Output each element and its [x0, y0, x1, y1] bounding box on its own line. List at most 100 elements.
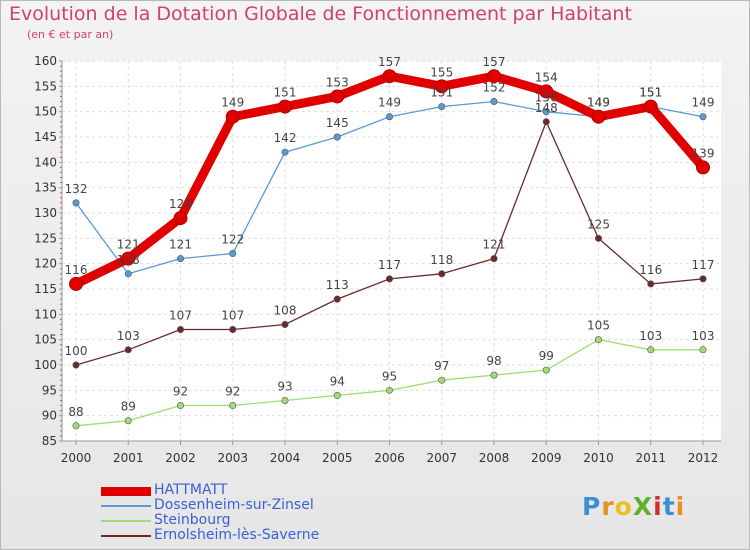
y-tick-label: 135	[34, 181, 57, 195]
y-tick-label: 160	[34, 54, 57, 68]
legend-label: Steinbourg	[154, 512, 231, 528]
data-point	[591, 109, 606, 124]
data-label: 92	[173, 385, 188, 399]
data-label: 103	[639, 329, 662, 343]
data-point	[124, 346, 132, 354]
grid	[62, 60, 721, 442]
x-tick-label: 2012	[688, 451, 719, 465]
data-point	[121, 251, 136, 266]
data-point	[438, 270, 446, 278]
data-label: 149	[587, 96, 610, 110]
data-label: 103	[692, 329, 715, 343]
y-tick-label: 115	[34, 282, 57, 296]
data-label: 97	[434, 359, 449, 373]
data-point	[385, 275, 393, 283]
data-point	[542, 366, 550, 374]
data-point	[643, 99, 658, 114]
data-point	[281, 148, 289, 156]
data-point	[173, 211, 188, 226]
data-label: 154	[535, 70, 558, 84]
data-label: 93	[277, 379, 292, 393]
proxiti-logo: ProXiti	[582, 492, 686, 521]
data-point	[438, 376, 446, 384]
data-label: 149	[221, 96, 244, 110]
plot-area	[62, 61, 721, 441]
chart-subtitle: (en € et par an)	[27, 28, 114, 41]
legend-swatch	[101, 535, 151, 537]
data-point	[490, 371, 498, 379]
data-point	[124, 417, 132, 425]
data-label: 132	[65, 182, 88, 196]
data-point	[281, 396, 289, 404]
legend-swatch	[101, 520, 151, 522]
data-point	[229, 402, 237, 410]
data-label: 121	[483, 238, 506, 252]
axes: 8590951001051101151201251301351401451501…	[34, 54, 721, 465]
y-tick-label: 130	[34, 206, 57, 220]
data-label: 108	[274, 303, 297, 317]
data-point	[333, 133, 341, 141]
y-tick-label: 110	[34, 307, 57, 321]
data-label: 92	[225, 385, 240, 399]
y-tick-label: 105	[34, 333, 57, 347]
x-tick-label: 2000	[61, 451, 92, 465]
x-tick-label: 2003	[217, 451, 248, 465]
data-label: 125	[587, 217, 610, 231]
data-label: 151	[430, 86, 453, 100]
data-label: 95	[382, 369, 397, 383]
x-tick-label: 2006	[374, 451, 405, 465]
data-point	[699, 113, 707, 121]
data-label: 149	[692, 96, 715, 110]
data-point	[490, 98, 498, 106]
data-point	[542, 108, 550, 116]
data-label: 116	[639, 263, 662, 277]
y-tick-label: 145	[34, 130, 57, 144]
data-point	[177, 326, 185, 334]
data-label: 107	[221, 309, 244, 323]
data-label: 157	[483, 55, 506, 69]
data-point	[124, 270, 132, 278]
data-label: 89	[121, 400, 136, 414]
data-point	[539, 84, 554, 99]
data-label: 103	[117, 329, 140, 343]
data-label: 98	[486, 354, 501, 368]
data-label: 88	[68, 405, 83, 419]
data-label: 145	[326, 116, 349, 130]
chart-title: Evolution de la Dotation Globale de Fonc…	[9, 3, 632, 25]
data-label: 149	[378, 96, 401, 110]
y-tick-label: 85	[42, 434, 57, 448]
data-label: 113	[326, 278, 349, 292]
data-point	[333, 391, 341, 399]
legend-label: HATTMATT	[154, 482, 228, 498]
x-tick-label: 2010	[583, 451, 614, 465]
data-point	[225, 109, 240, 124]
data-point	[72, 422, 80, 430]
data-label: 153	[326, 75, 349, 89]
data-point	[229, 250, 237, 258]
legend-swatch	[101, 505, 151, 507]
data-point	[72, 361, 80, 369]
data-label: 118	[430, 253, 453, 267]
data-label: 105	[587, 319, 610, 333]
data-label: 139	[692, 146, 715, 160]
data-point	[594, 336, 602, 344]
data-point	[229, 326, 237, 334]
data-point	[487, 69, 501, 84]
series-lines	[69, 69, 710, 430]
data-point	[72, 199, 80, 207]
data-label: 118	[117, 253, 140, 267]
x-tick-label: 2001	[113, 451, 144, 465]
data-label: 117	[692, 258, 715, 272]
y-tick-label: 140	[34, 155, 57, 169]
data-label: 150	[535, 91, 558, 105]
data-point	[647, 280, 655, 288]
data-label: 148	[535, 101, 558, 115]
data-point	[434, 79, 449, 94]
y-tick-label: 125	[34, 231, 57, 245]
data-point	[177, 402, 185, 410]
series-hattmatt	[69, 69, 710, 291]
legend-swatch	[101, 486, 151, 496]
x-tick-label: 2009	[531, 451, 562, 465]
data-point	[278, 99, 292, 114]
data-point	[542, 118, 550, 126]
